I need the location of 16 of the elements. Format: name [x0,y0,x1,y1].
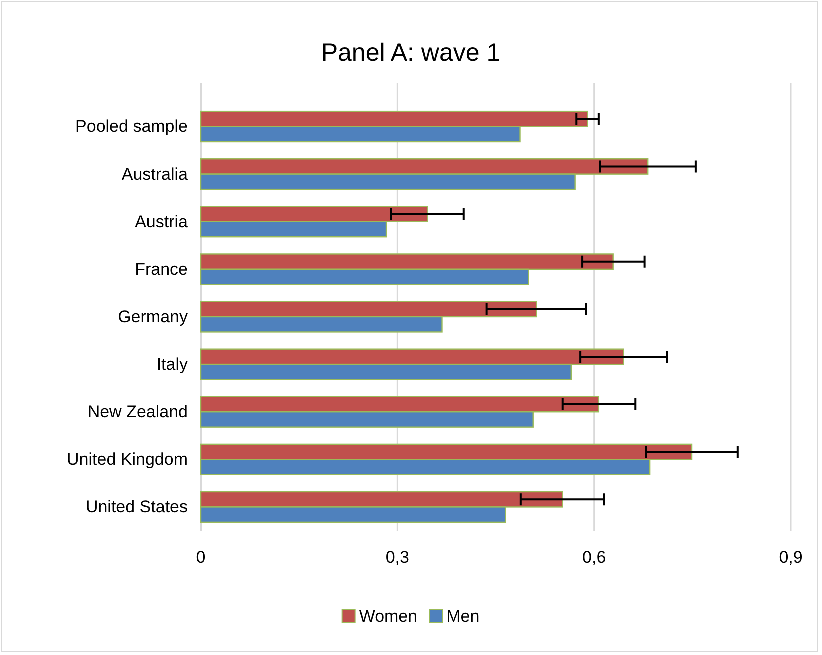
y-tick-label: United States [86,498,188,517]
y-tick-label: Germany [118,307,188,326]
legend-label: Women [359,607,418,626]
y-tick-label: Austria [135,212,189,232]
y-tick-label: United Kingdom [67,450,188,470]
x-tick-label: 0,3 [386,548,410,567]
chart-title: Panel A: wave 1 [321,39,501,67]
y-tick-label: Italy [156,354,188,374]
legend-label: Men [446,607,480,626]
x-tick-label: 0,9 [779,548,803,567]
x-tick-label: 0,6 [582,548,606,567]
x-tick-label: 0 [196,548,206,567]
y-tick-label: Australia [122,164,189,184]
y-tick-label: New Zealand [88,402,188,422]
y-tick-label: Pooled sample [76,117,188,136]
y-tick-label: France [135,260,188,279]
